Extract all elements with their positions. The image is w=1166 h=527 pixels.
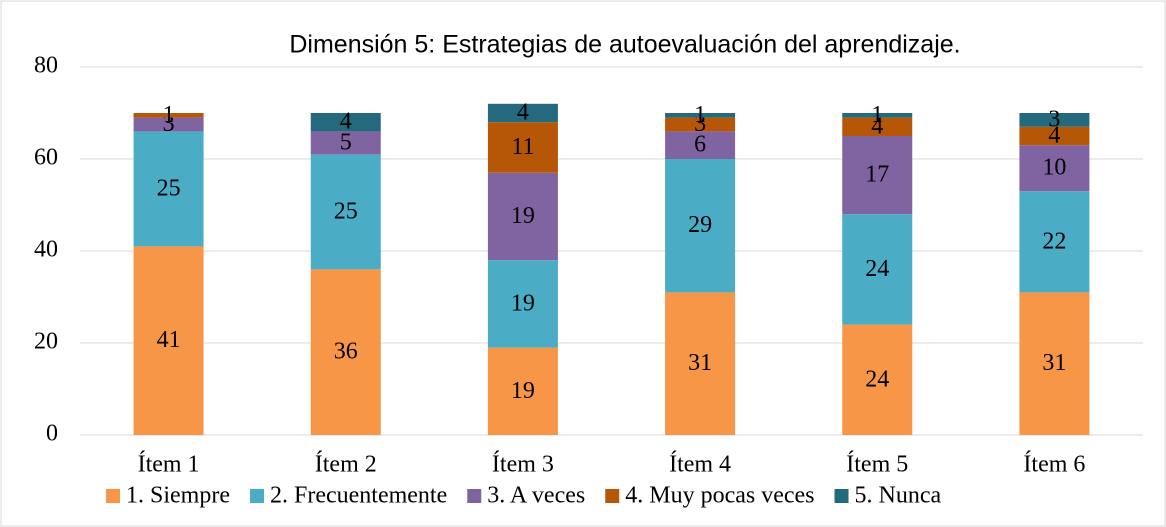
legend-swatch xyxy=(249,489,264,503)
data-label: 3 xyxy=(1048,106,1060,132)
bar-segment xyxy=(665,113,736,118)
legend-label: 2. Frecuentemente xyxy=(270,483,447,509)
bar-segment xyxy=(487,122,558,173)
data-label: 25 xyxy=(157,175,181,201)
data-label: 19 xyxy=(511,378,535,404)
data-label: 25 xyxy=(334,198,358,224)
bar-segment xyxy=(487,172,558,261)
bar-segment xyxy=(665,117,736,132)
x-tick-label: Ítem 6 xyxy=(1023,452,1085,478)
data-label: 4 xyxy=(1048,123,1060,149)
bar-segment xyxy=(1019,113,1090,127)
bar-segment xyxy=(842,117,913,136)
bar-segment xyxy=(1019,191,1090,293)
x-tick-label: Ítem 2 xyxy=(315,452,377,478)
bar-segment xyxy=(310,154,381,270)
data-label: 1 xyxy=(871,102,883,128)
data-label: 11 xyxy=(511,134,534,160)
legend-swatch xyxy=(106,489,120,503)
bar-segment xyxy=(133,246,204,435)
data-label: 31 xyxy=(1042,350,1066,376)
data-label: 24 xyxy=(865,256,889,282)
bar-segment xyxy=(133,131,204,247)
legend-swatch xyxy=(605,489,620,503)
legend-swatch xyxy=(467,489,482,503)
bar-segment xyxy=(487,347,558,435)
y-tick-label: 40 xyxy=(34,237,58,263)
y-tick-label: 20 xyxy=(34,329,58,355)
data-label: 22 xyxy=(1042,228,1066,254)
data-label: 19 xyxy=(511,290,535,316)
data-label: 5 xyxy=(340,129,352,155)
data-label: 10 xyxy=(1042,155,1066,181)
data-label: 31 xyxy=(688,350,712,376)
legend-label: 3. A veces xyxy=(487,483,585,509)
data-label: 4 xyxy=(871,113,883,139)
legend-label: 5. Nunca xyxy=(855,483,942,509)
bar-segment xyxy=(1019,145,1090,192)
bar-segment xyxy=(1019,292,1090,435)
y-tick-label: 80 xyxy=(34,53,58,79)
legend-label: 1. Siempre xyxy=(126,483,230,509)
data-label: 19 xyxy=(511,203,535,229)
legend-swatch xyxy=(834,489,849,503)
x-tick-label: Ítem 1 xyxy=(138,452,200,478)
data-label: 24 xyxy=(865,366,889,392)
x-tick-label: Ítem 3 xyxy=(492,452,554,478)
data-label: 36 xyxy=(334,339,358,365)
legend-label: 4. Muy pocas veces xyxy=(625,483,814,509)
y-tick-label: 60 xyxy=(34,145,58,171)
data-label: 17 xyxy=(865,162,889,188)
bar-segment xyxy=(842,214,913,325)
y-tick-label: 0 xyxy=(46,421,58,447)
bar-segment xyxy=(487,103,558,123)
bar-segment xyxy=(665,159,736,293)
bar-segment xyxy=(310,269,381,435)
bar-segment xyxy=(133,113,204,118)
x-tick-label: Ítem 5 xyxy=(846,452,908,478)
bar-segment xyxy=(842,136,913,215)
data-label: 29 xyxy=(688,212,712,238)
bar-segment xyxy=(133,117,204,132)
bar-segment xyxy=(842,324,913,435)
data-label: 4 xyxy=(340,109,352,135)
bar-segment xyxy=(842,113,913,118)
bar-segment xyxy=(310,131,381,155)
data-label: 4 xyxy=(517,100,529,126)
data-label: 41 xyxy=(157,327,181,353)
bar-segment xyxy=(665,131,736,159)
data-label: 6 xyxy=(694,132,706,158)
bar-segment xyxy=(310,113,381,132)
bar-segment xyxy=(665,292,736,435)
bar-segment xyxy=(1019,126,1090,146)
x-tick-label: Ítem 4 xyxy=(669,452,731,478)
data-label: 1 xyxy=(163,102,175,128)
bar-segment xyxy=(487,260,558,348)
data-label: 1 xyxy=(694,102,706,128)
chart-title: Dimensión 5: Estrategias de autoevaluaci… xyxy=(289,31,960,59)
